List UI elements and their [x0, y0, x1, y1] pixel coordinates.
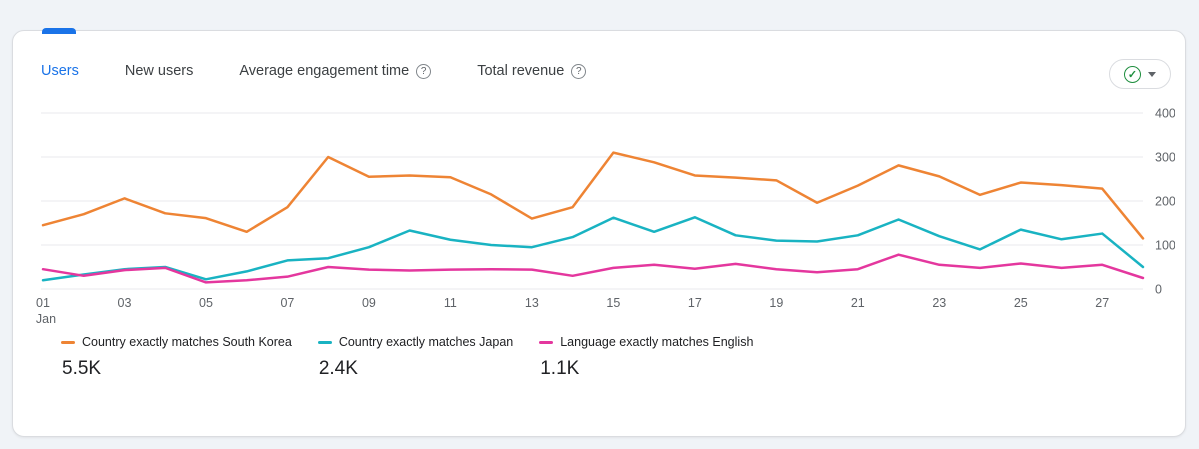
tab-users[interactable]: Users — [41, 63, 79, 79]
x-axis-label: 25 — [1014, 296, 1028, 310]
legend-dash-icon — [317, 340, 332, 344]
legend-item: Country exactly matches South Korea 5.5K — [61, 335, 292, 380]
x-axis-label: 27 — [1095, 296, 1109, 310]
tab-new-users[interactable]: New users — [125, 63, 194, 79]
legend-item: Language exactly matches English 1.1K — [539, 335, 753, 380]
x-axis-label: 11 — [444, 296, 457, 310]
x-axis-label: 23 — [932, 296, 946, 310]
x-axis-label: 15 — [606, 296, 620, 310]
legend-label: Country exactly matches Japan — [338, 335, 514, 349]
series-line-2 — [41, 253, 1145, 284]
x-axis-label: 21 — [851, 296, 865, 310]
chart-legend: Country exactly matches South Korea 5.5K… — [61, 335, 753, 380]
x-axis-label: 19 — [769, 296, 783, 310]
tab-new-users-label: New users — [124, 63, 194, 79]
tab-average-engagement-time[interactable]: Average engagement time ? — [239, 63, 432, 79]
dropdown-caret-icon — [1148, 71, 1156, 77]
active-tab-indicator — [42, 28, 76, 34]
y-axis-label: 400 — [1155, 107, 1175, 121]
help-icon[interactable]: ? — [416, 63, 432, 79]
y-axis-label: 0 — [1155, 283, 1162, 297]
x-axis-label: 07 — [280, 296, 294, 310]
legend-total: 2.4K — [318, 358, 358, 379]
x-axis-label: 09 — [362, 296, 376, 310]
y-axis-label: 200 — [1155, 195, 1175, 209]
x-axis-label: 03 — [118, 296, 132, 310]
tab-total-revenue-label: Total revenue — [477, 63, 565, 79]
x-axis-label: 17 — [688, 296, 702, 310]
legend-label: Language exactly matches English — [560, 335, 754, 349]
series-line-0 — [41, 151, 1145, 240]
y-axis-label: 300 — [1155, 151, 1175, 165]
series-line-1 — [41, 216, 1145, 282]
tab-total-revenue[interactable]: Total revenue ? — [477, 63, 587, 79]
legend-total: 1.1K — [540, 358, 580, 379]
legend-label: Country exactly matches South Korea — [82, 335, 292, 349]
tab-users-label: Users — [41, 63, 79, 79]
y-axis-label: 100 — [1155, 239, 1175, 253]
legend-total: 5.5K — [62, 358, 102, 379]
check-circle-icon: ✓ — [1124, 65, 1141, 83]
x-axis-month-label: Jan — [36, 312, 56, 326]
line-chart: 0 100 200 300 400 01 03 05 07 09 11 13 15 17 19 21 23 25 2… — [36, 107, 1175, 327]
x-axis-label: 13 — [525, 296, 539, 310]
x-axis-label: 05 — [199, 296, 213, 310]
tab-average-engagement-time-label: Average engagement time — [239, 63, 410, 79]
metric-tabs: Users New users Average engagement time … — [41, 55, 587, 87]
report-card: Users New users Average engagement time … — [12, 30, 1186, 437]
legend-dash-icon — [539, 340, 554, 344]
x-axis-label: 01 — [36, 296, 50, 310]
legend-item: Country exactly matches Japan 2.4K — [317, 335, 514, 380]
help-icon[interactable]: ? — [571, 63, 587, 79]
chart-options-button[interactable]: ✓ — [1109, 59, 1171, 89]
legend-dash-icon — [61, 340, 75, 344]
